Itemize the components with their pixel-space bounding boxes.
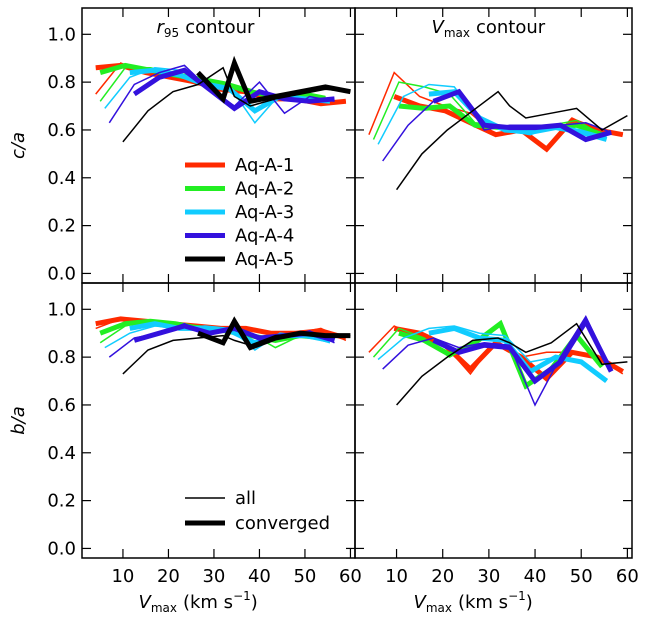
y-tick-label: 1.0 [47,24,76,45]
subscript: 95 [164,26,179,40]
subscript: max [426,601,452,615]
panel-frame [81,7,356,284]
x-axis-label: Vmax (km s−1) [414,589,533,615]
series-line [396,322,628,406]
panel-title: Vmax contour [432,17,546,40]
y-tick-label: 0.0 [47,538,76,559]
label-text: contour [476,17,546,38]
y-axis-label: c/a [8,132,29,159]
x-tick-label: 50 [570,566,593,587]
x-tick-label: 60 [339,566,362,587]
x-tick-label: 60 [616,566,639,587]
y-tick-label: 0.4 [47,443,76,464]
y-tick-label: 0.0 [47,263,76,284]
symbol: V [414,592,428,613]
symbol: V [432,17,446,38]
x-tick-label: 10 [385,566,408,587]
y-tick-label: 0.2 [47,216,76,237]
converged-line [432,316,614,385]
superscript: −1 [508,589,526,603]
panel-frame [354,7,633,284]
converged-line [428,89,608,142]
panel-title: r95 contour [157,17,255,40]
legend-label: Aq-A-3 [235,202,294,223]
converged-line [432,88,612,143]
converged-line [132,67,335,112]
x-tick-label: 20 [431,566,454,587]
y-tick-label: 0.8 [47,347,76,368]
y-tick-label: 0.8 [47,72,76,93]
label-text: contour [185,17,255,38]
x-axis-label: Vmax (km s−1) [139,589,258,615]
legend-label: Aq-A-1 [235,155,294,176]
y-tick-label: 0.4 [47,168,76,189]
converged-line [196,55,351,105]
x-tick-label: 20 [157,566,180,587]
panel-frame [354,282,633,559]
legend-label: converged [235,513,330,534]
x-tick-label: 40 [524,566,547,587]
superscript: −1 [233,589,251,603]
label-text: (km s [183,592,233,613]
legend-label: Aq-A-2 [235,179,294,200]
series-line [395,90,628,191]
converged-line [197,316,351,351]
x-tick-label: 30 [202,566,225,587]
y-tick-label: 0.6 [47,120,76,141]
legend-label: all [235,488,256,509]
symbol: r [157,17,166,38]
label-text: (km s [458,592,508,613]
label-close: ) [526,592,533,613]
subscript: max [444,26,470,40]
y-axis-label: b/a [8,406,29,435]
legend-label: Aq-A-4 [235,226,294,247]
legend-label: Aq-A-5 [235,249,294,270]
y-tick-label: 1.0 [47,299,76,320]
y-tick-label: 0.2 [47,491,76,512]
x-tick-label: 10 [111,566,134,587]
y-tick-label: 0.6 [47,395,76,416]
label-close: ) [251,592,258,613]
symbol: V [139,592,153,613]
x-tick-label: 30 [477,566,500,587]
subscript: max [151,601,177,615]
x-tick-label: 50 [293,566,316,587]
x-tick-label: 40 [248,566,271,587]
